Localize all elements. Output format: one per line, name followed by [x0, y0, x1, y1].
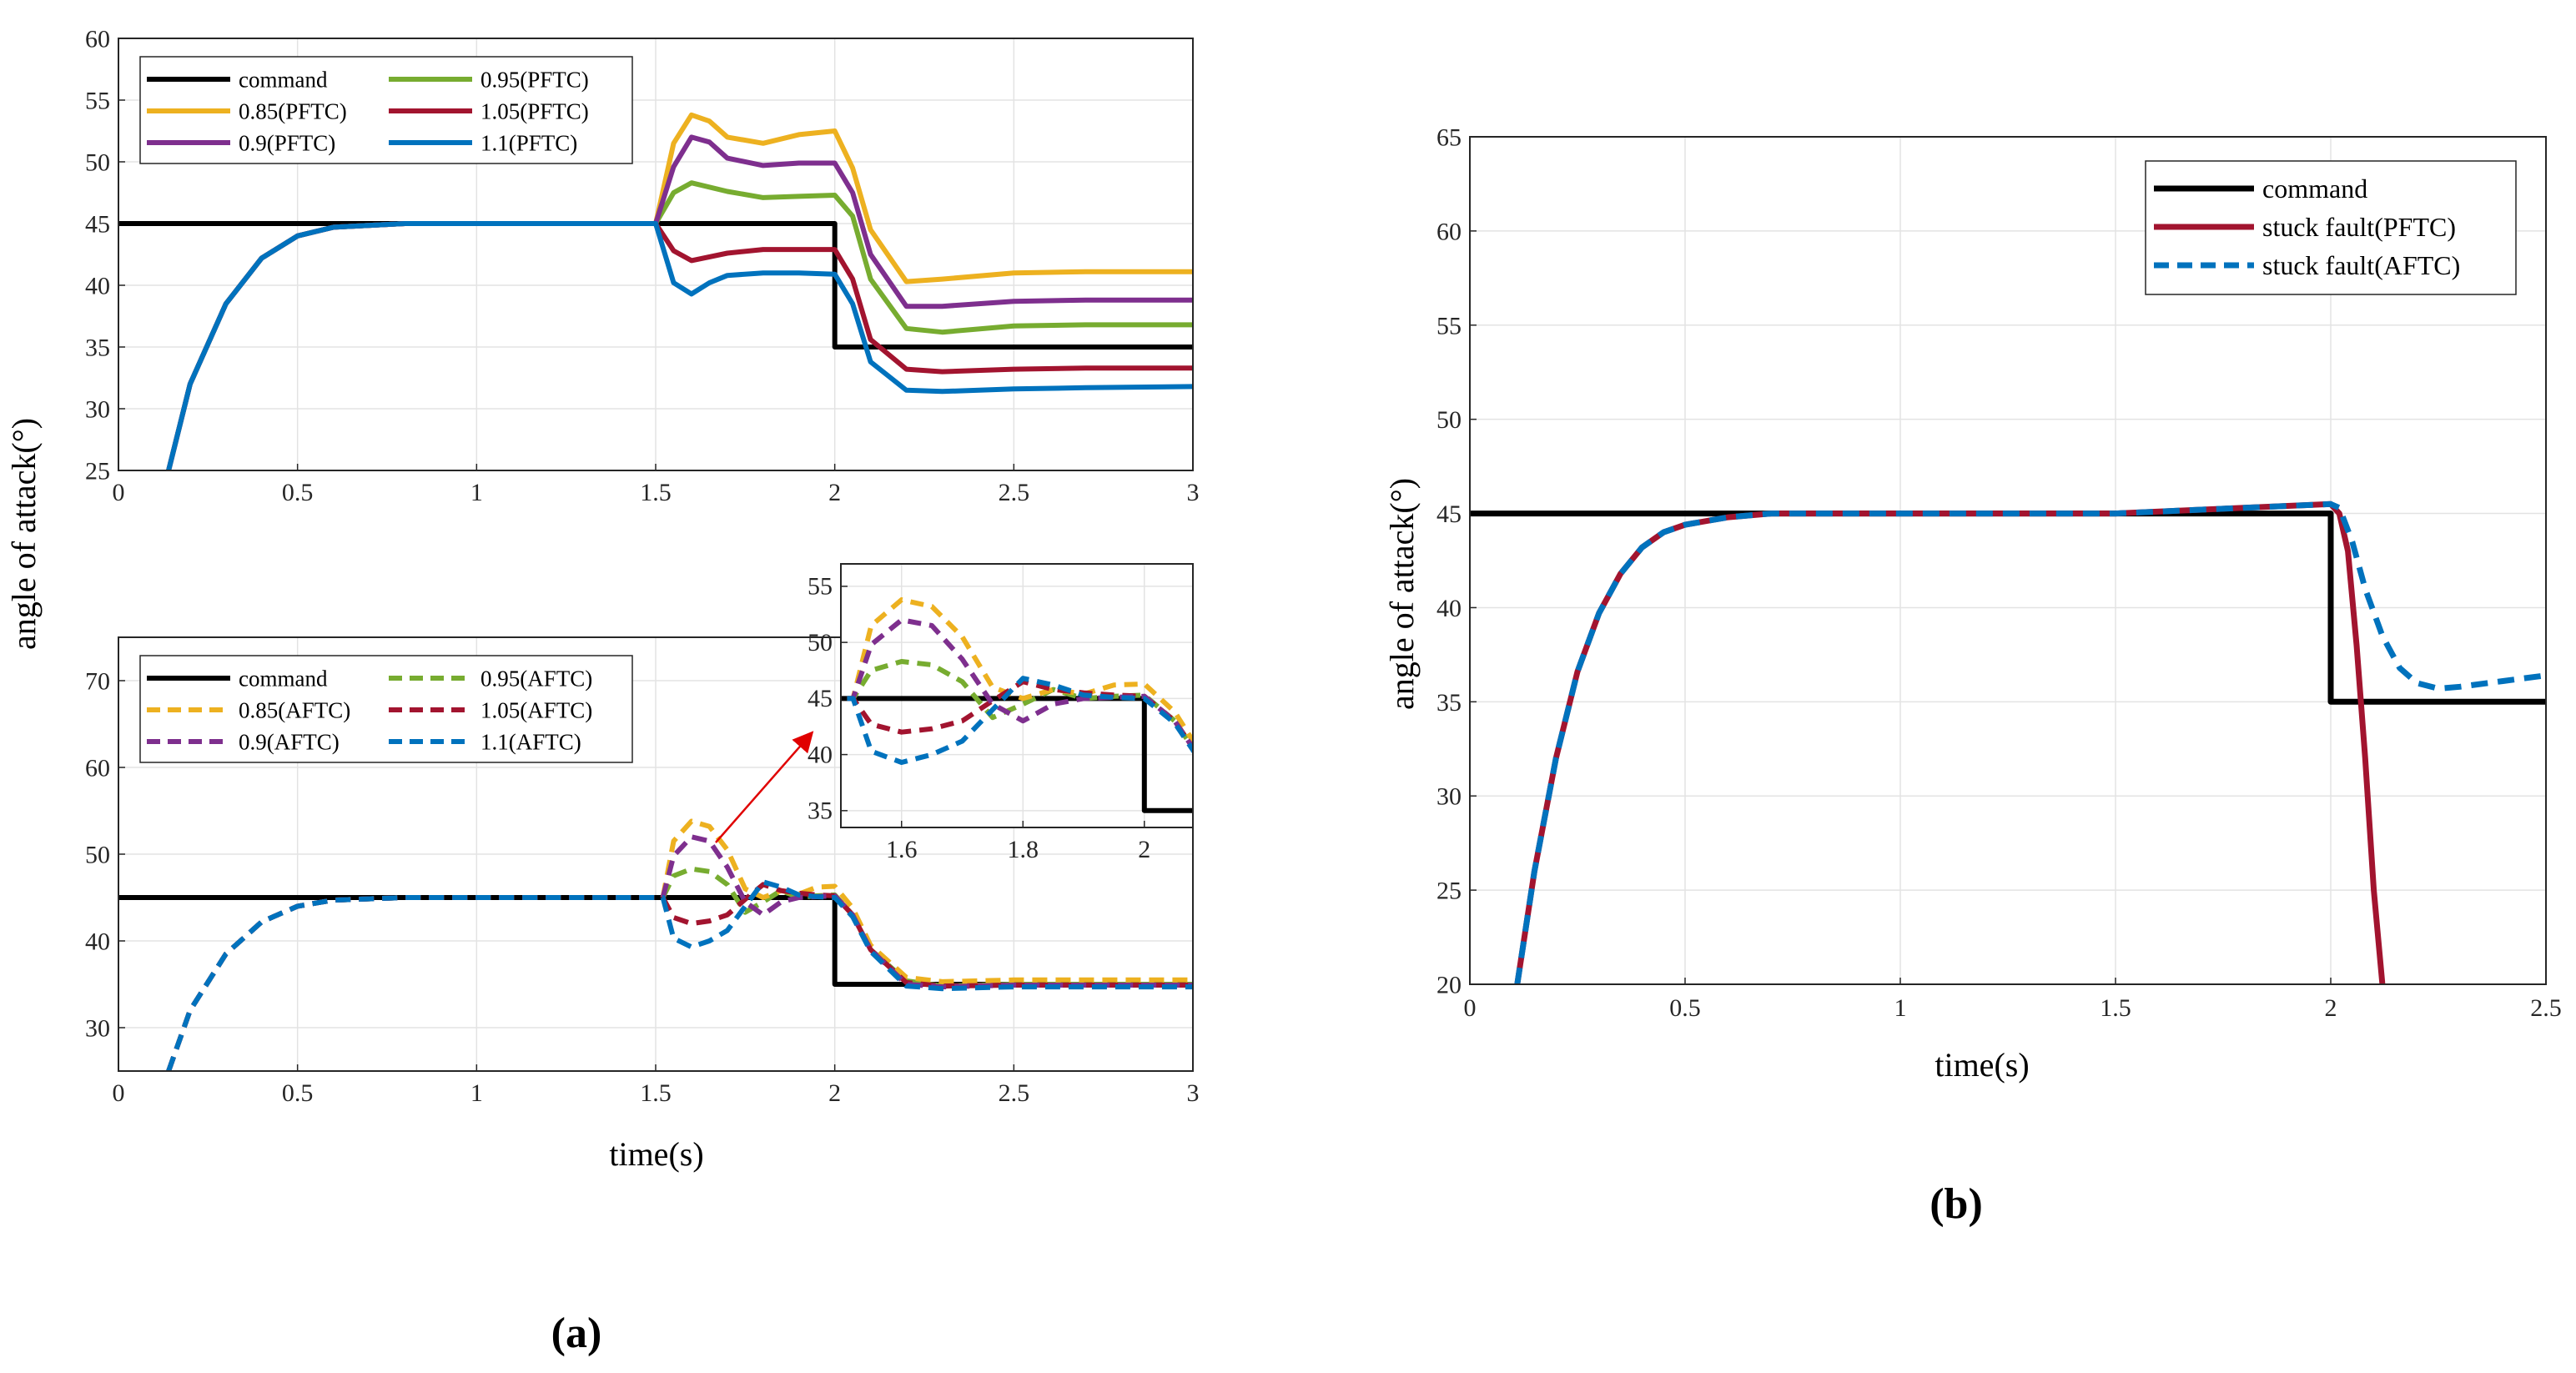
x-tick-label: 0	[113, 479, 125, 506]
x-tick-label: 2	[2325, 994, 2337, 1022]
x-tick-label: 1.6	[886, 836, 918, 863]
x-tick-label: 1.5	[2100, 994, 2131, 1022]
y-tick-label: 60	[85, 26, 110, 53]
chart-b: 0 0.5 1 1.5 2 2.5 20 25 30 35 40 45 50 55 60 65 command s…	[1436, 124, 2562, 1023]
x-tick-label: 2	[828, 479, 841, 506]
series-line-stuck-fault-aftc-	[1514, 500, 2546, 984]
series-group	[1470, 500, 2546, 984]
legend-entry-command: command	[2262, 174, 2367, 204]
y-tick-label: 40	[1436, 595, 1462, 622]
series-line-0-95-aftc-	[841, 659, 1193, 752]
x-tick-label: 2	[1138, 836, 1150, 863]
x-tick-label: 1.5	[640, 479, 672, 506]
legend-entry-0-95-aftc-: 0.95(AFTC)	[480, 666, 592, 691]
legend-entry-1-1-aftc-: 1.1(AFTC)	[480, 729, 581, 754]
axes-frame	[1469, 136, 2547, 985]
y-tick-label: 35	[1436, 689, 1462, 717]
x-tick-label: 2.5	[2530, 994, 2562, 1022]
y-tick-label: 50	[85, 149, 110, 177]
y-tick-label: 45	[1436, 500, 1462, 528]
series-line-command	[841, 696, 1193, 813]
x-tick-label: 2.5	[999, 1079, 1030, 1107]
series-group	[841, 597, 1193, 813]
y-tick-label: 35	[85, 334, 110, 362]
legend-entry-stuck-fault-pftc-: stuck fault(PFTC)	[2262, 212, 2456, 242]
legend-entry-0-9-pftc-: 0.9(PFTC)	[239, 130, 335, 155]
y-tick-label: 60	[1436, 218, 1462, 245]
y-axis-label-b: angle of attack(°)	[1383, 478, 1421, 710]
y-tick-label: 70	[85, 668, 110, 696]
y-tick-label: 25	[85, 458, 110, 485]
y-tick-label: 60	[85, 755, 110, 782]
x-tick-label: 0	[1464, 994, 1477, 1022]
y-tick-label: 35	[808, 797, 833, 825]
x-tick-label: 1.8	[1008, 836, 1039, 863]
y-tick-label: 50	[808, 629, 833, 656]
x-axis-label-b: time(s)	[1935, 1046, 2029, 1084]
x-tick-label: 0.5	[282, 479, 314, 506]
zoom-arrow	[715, 731, 814, 843]
chart-a-bottom: 0 0.5 1 1.5 2 2.5 3 30 40 50 60 70 command 0.95(AFTC)…	[85, 636, 1200, 1107]
panel-label-b: (b)	[1929, 1180, 1983, 1228]
x-tick-label: 3	[1187, 479, 1200, 506]
x-tick-label: 2	[828, 1079, 841, 1107]
series-group	[118, 818, 1193, 1071]
x-tick-label: 0	[113, 1079, 125, 1107]
axes-frame	[840, 563, 1194, 828]
y-tick-label: 45	[85, 211, 110, 239]
y-tick-label: 40	[85, 928, 110, 956]
y-tick-label: 55	[1436, 312, 1462, 339]
y-axis-label-a: angle of attack(°)	[5, 418, 43, 650]
x-tick-label: 1	[470, 1079, 483, 1107]
series-line-0-9-aftc-	[841, 617, 1193, 752]
y-tick-label: 30	[1436, 783, 1462, 811]
x-tick-label: 0.5	[1669, 994, 1701, 1022]
legend: command 0.95(AFTC) 0.85(AFTC) 1.05(AFTC) 0.9…	[139, 655, 633, 763]
x-tick-label: 3	[1187, 1079, 1200, 1107]
x-tick-label: 2.5	[999, 479, 1030, 506]
legend-entry-stuck-fault-aftc-: stuck fault(AFTC)	[2262, 250, 2460, 280]
x-tick-label: 0.5	[282, 1079, 314, 1107]
chart-a-inset: 1.6 1.8 2 35 40 45 50 55	[715, 563, 1194, 863]
y-tick-label: 55	[85, 88, 110, 115]
legend-entry-1-05-pftc-: 1.05(PFTC)	[480, 98, 589, 123]
y-tick-label: 50	[85, 842, 110, 869]
legend-entry-command: command	[239, 666, 328, 691]
y-tick-label: 40	[808, 741, 833, 768]
legend-entry-0-85-pftc-: 0.85(PFTC)	[239, 98, 347, 123]
axes-frame	[118, 38, 1194, 471]
series-line-1-1-aftc-	[841, 676, 1193, 765]
y-tick-label: 50	[1436, 406, 1462, 434]
legend-entry-1-1-pftc-: 1.1(PFTC)	[480, 130, 577, 155]
panel-label-a: (a)	[551, 1310, 602, 1357]
legend-entry-0-95-pftc-: 0.95(PFTC)	[480, 67, 589, 92]
y-tick-label: 25	[1436, 878, 1462, 905]
series-line-1-1-aftc-	[166, 879, 1193, 1071]
x-tick-label: 1	[1894, 994, 1907, 1022]
y-tick-label: 40	[85, 273, 110, 300]
chart-a-top: 0 0.5 1 1.5 2 2.5 3 25 30 35 40 45 50 55 60 command 0.95…	[85, 26, 1200, 507]
y-tick-label: 45	[808, 685, 833, 712]
axes-frame	[118, 636, 1194, 1072]
y-tick-label: 30	[85, 396, 110, 424]
x-axis-label-a: time(s)	[609, 1135, 703, 1173]
series-line-1-1-pftc-	[166, 221, 1193, 470]
x-tick-label: 1.5	[640, 1079, 672, 1107]
legend-entry-0-9-aftc-: 0.9(AFTC)	[239, 729, 340, 754]
series-group	[118, 112, 1193, 470]
y-tick-label: 55	[808, 573, 833, 601]
legend-entry-1-05-aftc-: 1.05(AFTC)	[480, 697, 592, 722]
legend-entry-0-85-aftc-: 0.85(AFTC)	[239, 697, 350, 722]
legend: command 0.95(PFTC) 0.85(PFTC) 1.05(PFTC) 0.9…	[139, 56, 633, 164]
y-tick-label: 65	[1436, 124, 1462, 152]
series-line-1-05-aftc-	[166, 882, 1193, 1071]
legend-entry-command: command	[239, 67, 328, 92]
y-tick-label: 20	[1436, 972, 1462, 999]
y-tick-label: 30	[85, 1015, 110, 1043]
legend: command stuck fault(PFTC) stuck fault(AFTC…	[2145, 160, 2517, 295]
series-line-1-05-aftc-	[841, 679, 1193, 752]
x-tick-label: 1	[470, 479, 483, 506]
